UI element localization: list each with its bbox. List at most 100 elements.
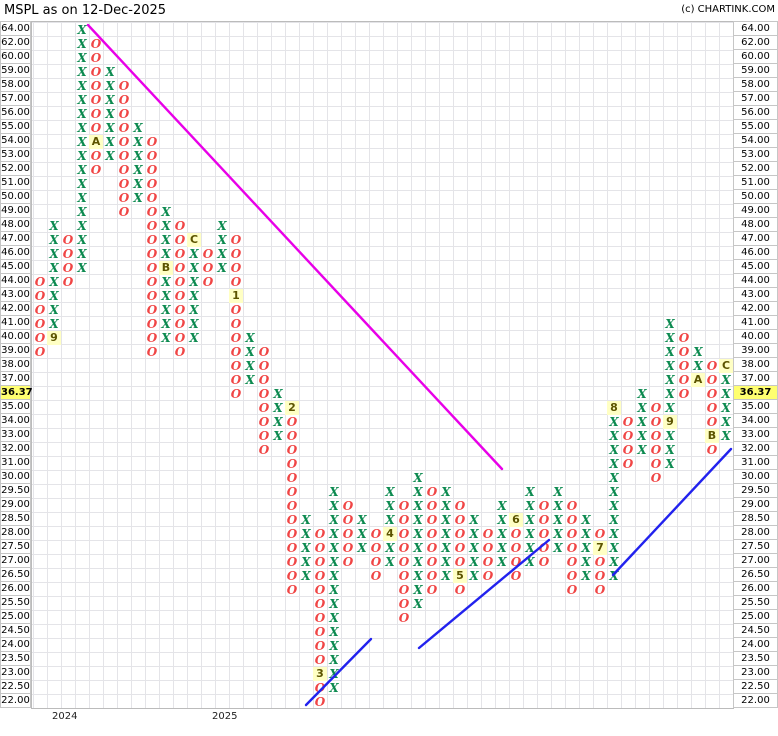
- x-box: X: [609, 429, 619, 443]
- x-box: X: [609, 541, 619, 555]
- x-box: X: [469, 513, 479, 527]
- o-box: O: [706, 359, 718, 373]
- x-box: X: [665, 359, 675, 373]
- x-box: X: [357, 541, 367, 555]
- o-box: O: [538, 555, 550, 569]
- x-box: X: [273, 415, 283, 429]
- x-box: X: [413, 513, 423, 527]
- price-tick: 42.00: [733, 301, 778, 316]
- x-box: X: [245, 345, 255, 359]
- o-box: O: [90, 149, 102, 163]
- o-box: O: [258, 429, 270, 443]
- x-box: X: [609, 513, 619, 527]
- o-box: O: [258, 415, 270, 429]
- o-box: O: [118, 107, 130, 121]
- x-box: X: [609, 499, 619, 513]
- o-box: O: [90, 65, 102, 79]
- price-tick: 54.00: [733, 133, 778, 148]
- x-box: X: [105, 79, 115, 93]
- x-box: X: [245, 359, 255, 373]
- month-marker: 9: [663, 415, 677, 429]
- x-box: X: [105, 107, 115, 121]
- o-box: O: [230, 275, 242, 289]
- price-tick: 23.50: [733, 651, 778, 666]
- x-box: X: [161, 275, 171, 289]
- x-box: X: [581, 555, 591, 569]
- o-box: O: [146, 149, 158, 163]
- o-box: O: [146, 331, 158, 345]
- price-tick: 28.50: [0, 511, 31, 526]
- x-box: X: [273, 401, 283, 415]
- price-tick: 59.00: [733, 63, 778, 78]
- price-tick: 24.00: [0, 637, 31, 652]
- x-box: X: [105, 65, 115, 79]
- o-box: O: [482, 527, 494, 541]
- x-box: X: [609, 443, 619, 457]
- price-tick: 53.00: [0, 147, 31, 162]
- x-box: X: [469, 527, 479, 541]
- x-box: X: [77, 93, 87, 107]
- o-box: O: [314, 639, 326, 653]
- o-box: O: [510, 569, 522, 583]
- x-box: X: [49, 261, 59, 275]
- o-box: O: [118, 135, 130, 149]
- x-box: X: [49, 247, 59, 261]
- x-box: X: [581, 541, 591, 555]
- x-box: X: [77, 191, 87, 205]
- o-box: O: [90, 51, 102, 65]
- x-box: X: [525, 555, 535, 569]
- chartink-credit: (c) CHARTINK.COM: [681, 4, 775, 15]
- x-box: X: [413, 485, 423, 499]
- month-marker: A: [89, 135, 103, 149]
- x-box: X: [49, 317, 59, 331]
- price-tick: 56.00: [0, 105, 31, 120]
- price-tick: 55.00: [733, 119, 778, 134]
- o-box: O: [34, 331, 46, 345]
- x-box: X: [665, 345, 675, 359]
- o-box: O: [678, 345, 690, 359]
- price-tick: 48.00: [0, 217, 31, 232]
- price-tick: 24.50: [0, 623, 31, 638]
- x-box: X: [497, 527, 507, 541]
- o-box: O: [426, 485, 438, 499]
- x-box: X: [413, 527, 423, 541]
- o-box: O: [258, 443, 270, 457]
- o-box: O: [314, 653, 326, 667]
- price-tick: 59.00: [0, 63, 31, 78]
- o-box: O: [594, 569, 606, 583]
- o-box: O: [706, 401, 718, 415]
- price-tick: 47.00: [733, 231, 778, 246]
- price-tick: 25.00: [0, 609, 31, 624]
- o-box: O: [202, 247, 214, 261]
- o-box: O: [398, 499, 410, 513]
- o-box: O: [314, 611, 326, 625]
- x-box: X: [665, 317, 675, 331]
- price-tick: 40.00: [0, 329, 31, 344]
- o-box: O: [566, 555, 578, 569]
- x-box: X: [105, 135, 115, 149]
- x-box: X: [497, 541, 507, 555]
- price-tick: 51.00: [733, 175, 778, 190]
- o-box: O: [146, 261, 158, 275]
- x-box: X: [189, 289, 199, 303]
- price-tick: 43.00: [0, 287, 31, 302]
- price-tick: 27.50: [0, 539, 31, 554]
- o-box: O: [314, 583, 326, 597]
- x-box: X: [329, 541, 339, 555]
- o-box: O: [454, 541, 466, 555]
- x-box: X: [77, 233, 87, 247]
- x-box: X: [77, 37, 87, 51]
- price-tick: 41.00: [733, 315, 778, 330]
- o-box: O: [258, 387, 270, 401]
- o-box: O: [286, 471, 298, 485]
- x-box: X: [217, 233, 227, 247]
- o-box: O: [146, 247, 158, 261]
- o-box: O: [202, 261, 214, 275]
- x-box: X: [329, 597, 339, 611]
- x-box: X: [609, 555, 619, 569]
- x-box: X: [133, 149, 143, 163]
- x-box: X: [161, 219, 171, 233]
- price-tick: 25.00: [733, 609, 778, 624]
